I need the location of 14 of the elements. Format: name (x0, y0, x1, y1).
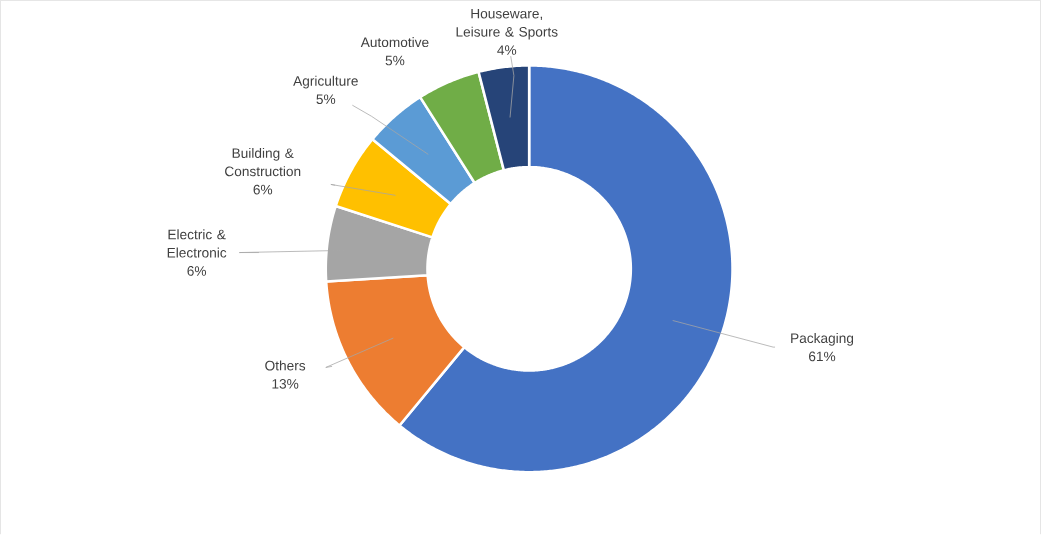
slice-label: Electric & Electronic (167, 229, 227, 258)
data-label: 5% (385, 55, 405, 66)
data-label: 13% (272, 379, 299, 389)
slice-label: Automotive (360, 37, 429, 48)
data-label: 6% (253, 184, 273, 195)
slice-label: Agriculture (293, 75, 358, 89)
data-label: 5% (316, 94, 336, 105)
data-label: 4% (497, 45, 517, 56)
slice-label: Packaging (791, 333, 854, 346)
data-label: 6% (187, 266, 207, 276)
data-label: 61% (809, 351, 836, 362)
slice-label: Houseware, Leisure & Sports (456, 9, 558, 40)
slice-label: Building & Construction (225, 148, 301, 177)
slice-label: Others (265, 360, 306, 371)
